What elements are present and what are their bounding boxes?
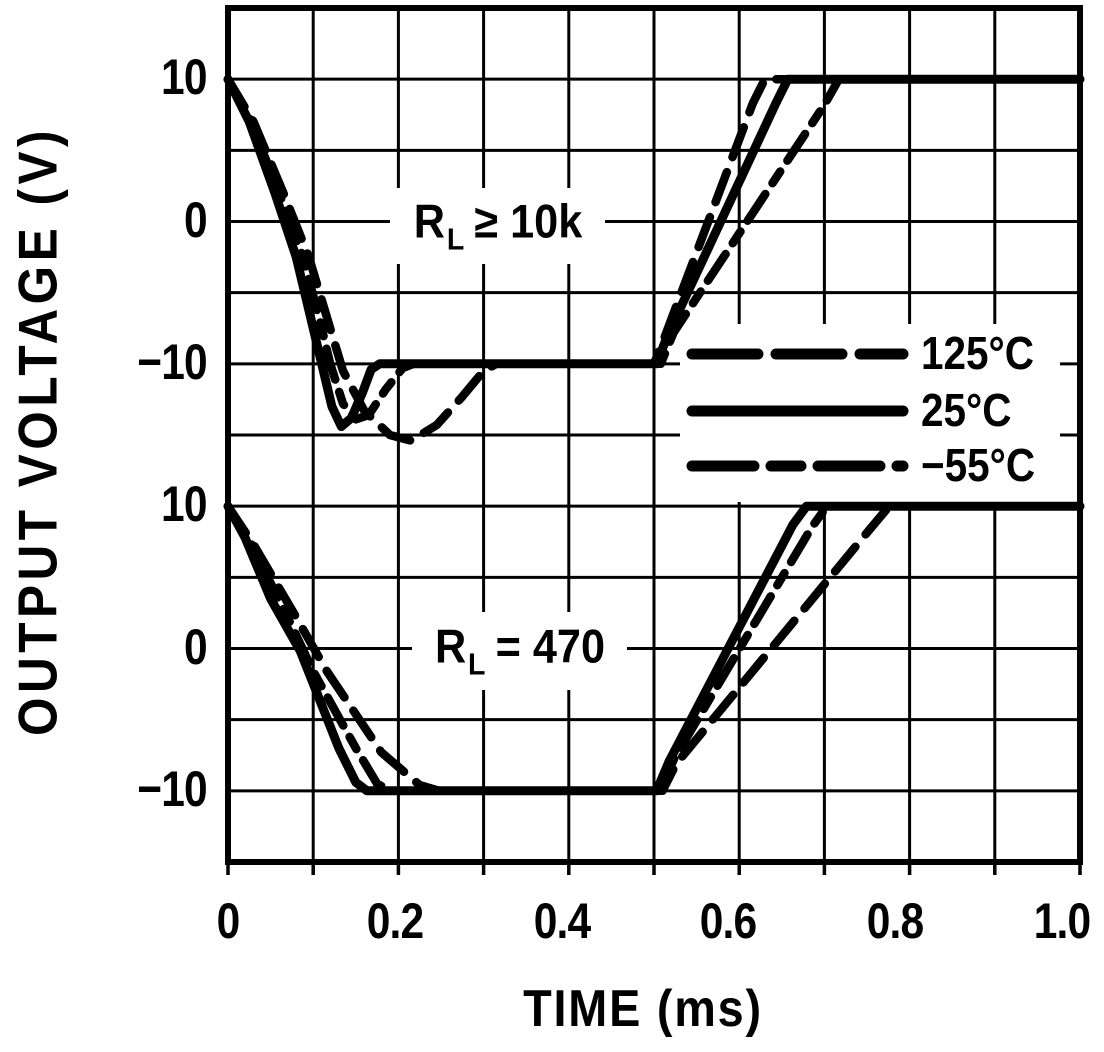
y-tick-label: 10 — [161, 476, 207, 533]
x-tick-label: 0.6 — [700, 893, 757, 949]
annotation-box-rl-470 — [412, 612, 627, 690]
curve-m55c-rl-470 — [223, 501, 1085, 796]
legend-label-m55c: −55°C — [921, 439, 1036, 492]
x-tick-label: 1.0 — [1033, 893, 1091, 949]
x-tick-label: 0.4 — [533, 893, 590, 949]
legend-label-25c: 25°C — [921, 384, 1012, 437]
curve-25c-rl-470 — [223, 501, 1085, 796]
y-tick-label: −10 — [137, 333, 207, 390]
annotation-subscript: L — [468, 646, 486, 682]
annotation-rl-470: RL = 470 — [435, 623, 605, 680]
plot-border — [225, 5, 1083, 865]
annotation-subscript: L — [446, 221, 465, 257]
annotation-value: ≥ 10k — [474, 194, 583, 248]
y-tick-label: 0 — [184, 618, 208, 675]
x-axis-title: TIME (ms) — [523, 980, 763, 1038]
x-tick-label: 0.8 — [866, 893, 924, 949]
annotation-rl-10k: RL ≥ 10k — [414, 198, 583, 255]
annotation-symbol: R — [434, 619, 467, 673]
x-tick-label: 0.2 — [366, 893, 424, 949]
y-axis-title: OUTPUT VOLTAGE (V) — [6, 126, 69, 736]
curve-m55c-rl-10k — [223, 74, 1085, 424]
y-tick-label: −10 — [137, 760, 207, 817]
y-tick-label: 10 — [161, 49, 207, 106]
y-tick-label: 0 — [184, 191, 208, 248]
annotation-symbol: R — [413, 194, 445, 248]
curve-125c-rl-10k — [223, 74, 1085, 445]
legend-label-125c: 125°C — [921, 327, 1034, 380]
annotation-box-rl-10k — [390, 188, 605, 264]
annotation-value: = 470 — [495, 619, 606, 673]
x-tick-label: 0 — [216, 893, 241, 949]
